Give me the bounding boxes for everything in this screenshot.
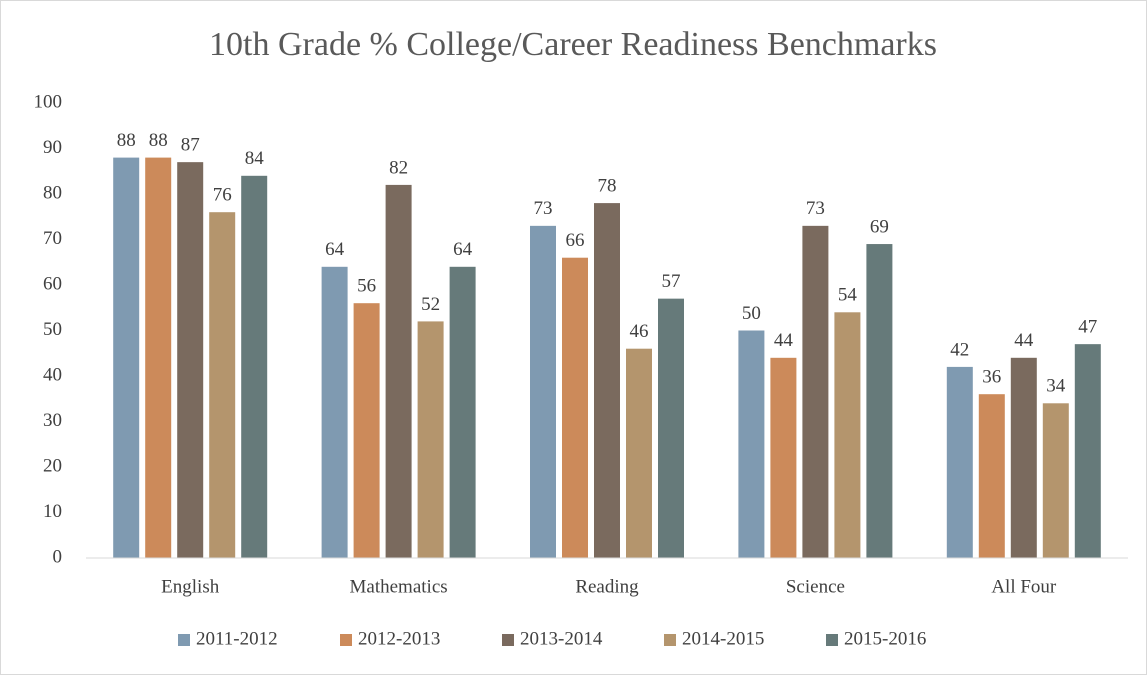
bar: [946, 366, 973, 558]
legend-label: 2013-2014: [520, 628, 603, 649]
y-tick-label: 10: [43, 501, 62, 522]
data-label: 88: [149, 130, 168, 151]
y-tick-label: 90: [43, 137, 62, 158]
y-tick-label: 60: [43, 273, 62, 294]
bar: [626, 348, 652, 558]
bar: [241, 175, 268, 559]
data-label: 56: [357, 276, 376, 297]
x-tick-label: Science: [786, 576, 845, 597]
bar: [866, 244, 893, 559]
bar: [353, 303, 380, 558]
bar: [145, 157, 172, 558]
data-label: 88: [117, 130, 136, 151]
data-label: 46: [630, 321, 649, 342]
legend-swatch: [826, 634, 838, 646]
bar: [658, 298, 684, 558]
data-label: 78: [598, 175, 617, 196]
bar: [978, 394, 1005, 558]
legend-label: 2012-2013: [358, 628, 440, 649]
data-label: 44: [1014, 330, 1034, 351]
bar: [562, 257, 588, 558]
data-label: 64: [325, 239, 345, 260]
bar: [209, 212, 236, 558]
x-tick-label: All Four: [991, 576, 1057, 597]
data-label: 84: [245, 148, 265, 169]
chart-title: 10th Grade % College/Career Readiness Be…: [209, 26, 937, 63]
data-label: 69: [870, 216, 889, 237]
legend-label: 2015-2016: [844, 628, 926, 649]
bar: [802, 225, 829, 558]
data-label: 52: [421, 294, 440, 315]
data-label: 34: [1046, 376, 1066, 397]
bar: [770, 357, 797, 558]
y-tick-label: 40: [43, 364, 62, 385]
bar: [177, 162, 204, 558]
bar: [385, 184, 412, 558]
data-label: 82: [389, 157, 408, 178]
bar: [834, 312, 861, 558]
y-tick-label: 30: [43, 410, 62, 431]
data-label: 76: [213, 185, 232, 206]
legend-swatch: [502, 634, 514, 646]
bar: [321, 266, 348, 558]
bar: [594, 203, 620, 558]
legend-label: 2011-2012: [196, 628, 278, 649]
bar: [1010, 357, 1037, 558]
legend-swatch: [340, 634, 352, 646]
y-tick-label: 70: [43, 228, 62, 249]
x-tick-label: Reading: [575, 576, 639, 597]
data-label: 54: [838, 285, 858, 306]
legend-swatch: [664, 634, 676, 646]
data-label: 50: [742, 303, 761, 324]
bar: [449, 266, 476, 558]
data-label: 36: [982, 367, 1001, 388]
y-tick-label: 0: [53, 546, 63, 567]
legend-label: 2014-2015: [682, 628, 764, 649]
bar: [1042, 403, 1069, 558]
bar: [417, 321, 444, 558]
bar: [113, 157, 140, 558]
bar: [1074, 344, 1101, 558]
y-tick-label: 50: [43, 319, 62, 340]
data-label: 73: [534, 198, 553, 219]
data-label: 47: [1078, 317, 1097, 338]
data-label: 57: [662, 271, 681, 292]
y-tick-label: 20: [43, 455, 62, 476]
y-tick-label: 80: [43, 182, 62, 203]
x-tick-label: English: [161, 576, 220, 597]
data-label: 66: [566, 230, 585, 251]
data-label: 64: [453, 239, 473, 260]
legend-swatch: [178, 634, 190, 646]
x-tick-label: Mathematics: [350, 576, 448, 597]
data-label: 73: [806, 198, 825, 219]
data-label: 44: [774, 330, 794, 351]
data-label: 87: [181, 135, 200, 156]
data-label: 42: [950, 339, 969, 360]
bar: [738, 330, 765, 558]
bar: [530, 225, 556, 558]
y-tick-label: 100: [34, 91, 63, 112]
